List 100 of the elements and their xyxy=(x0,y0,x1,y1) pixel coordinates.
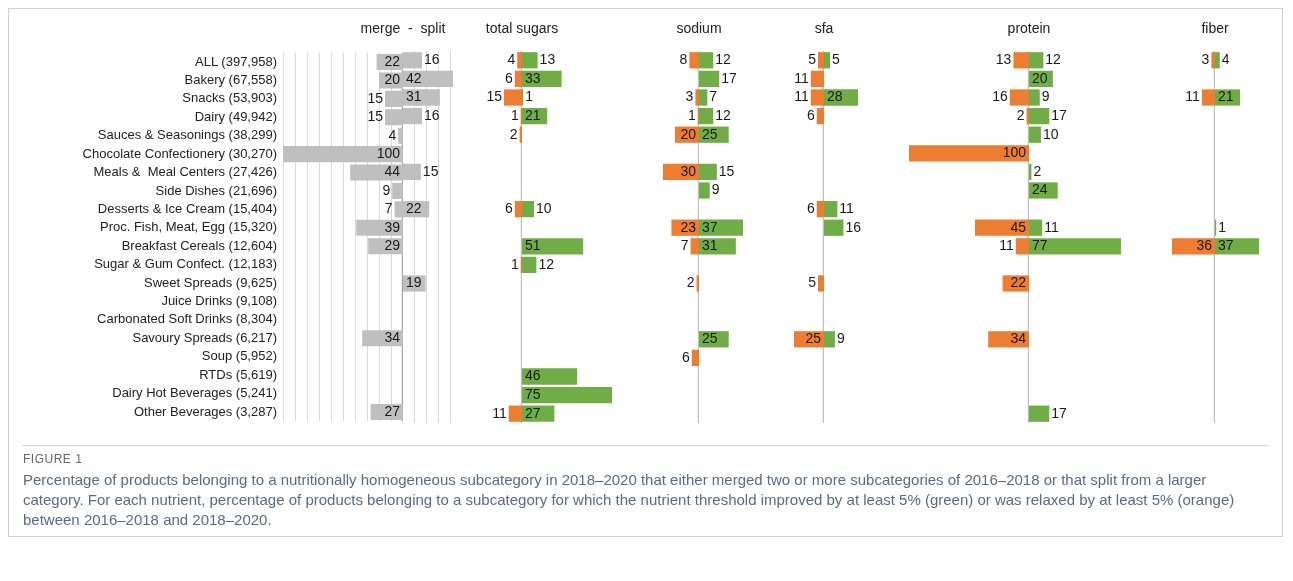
data-label: 21 xyxy=(525,106,541,123)
data-label: 4 xyxy=(1221,51,1230,68)
data-label: 11 xyxy=(999,237,1014,254)
data-label: 15 xyxy=(422,162,439,179)
data-label: 77 xyxy=(1032,237,1048,254)
data-label: 16 xyxy=(845,218,862,235)
bar xyxy=(398,127,403,144)
bar xyxy=(392,182,403,199)
data-label: 34 xyxy=(1010,330,1027,347)
data-label: 2 xyxy=(1016,106,1025,123)
data-label: 9 xyxy=(836,330,845,347)
chart-title: sodium xyxy=(676,19,722,37)
data-label: 17 xyxy=(721,69,737,86)
data-label: 7 xyxy=(384,200,393,217)
data-label: 11 xyxy=(839,199,855,216)
bar xyxy=(818,275,824,292)
data-label: 9 xyxy=(382,181,391,198)
data-label: 29 xyxy=(384,237,401,254)
data-label: 7 xyxy=(709,88,718,105)
data-label: 11 xyxy=(1185,88,1201,105)
data-label: 15 xyxy=(367,89,384,106)
data-label: 19 xyxy=(406,274,422,291)
data-label: 22 xyxy=(384,52,401,69)
data-label: 9 xyxy=(711,181,720,198)
data-label: 20 xyxy=(1032,69,1048,86)
bar xyxy=(699,107,714,125)
data-label: 5 xyxy=(832,51,841,68)
y-tick-label: Snacks (53,903) xyxy=(182,90,277,106)
data-label: 15 xyxy=(718,162,735,179)
bar xyxy=(691,349,699,367)
data-label: 6 xyxy=(807,199,815,216)
data-label: 10 xyxy=(1042,125,1059,142)
data-label: 5 xyxy=(808,51,817,68)
data-label: 37 xyxy=(702,218,718,235)
bar xyxy=(522,368,578,385)
data-label: 11 xyxy=(794,69,809,86)
text: Percentage of products belonging to a nutritionally homogeneous subcategory in 2018–2020 that either merged two or more subcategories of 2016–2018 or that split from a larger category. For each nutrient, percentage of products belonging to a subcategory for which the nutrient threshold improved by at least 5% (green) or was relaxed by at least 5% (orange) between 2016–2018 and 2018–2020. xyxy=(23,470,1236,530)
data-label: 27 xyxy=(384,402,401,419)
chart-title: protein xyxy=(1007,19,1051,37)
data-label: 100 xyxy=(376,144,401,161)
data-label: 15 xyxy=(367,108,384,125)
data-label: 1 xyxy=(1218,218,1227,235)
chart-title: sfa xyxy=(814,19,834,37)
bar xyxy=(504,89,522,106)
bar xyxy=(699,182,710,199)
y-tick-label: Carbonated Soft Drinks (8,304) xyxy=(97,311,277,327)
data-label: 28 xyxy=(827,88,843,105)
data-label: 12 xyxy=(1045,51,1062,68)
y-tick-label: Juice Drinks (9,108) xyxy=(161,293,277,309)
data-label: 20 xyxy=(680,125,697,142)
data-label: 22 xyxy=(406,199,422,216)
data-label: 42 xyxy=(406,69,422,86)
bar xyxy=(816,107,824,125)
chart-title: fiber xyxy=(1201,19,1229,37)
data-label: 4 xyxy=(507,51,516,68)
data-label: 11 xyxy=(1044,218,1059,235)
data-label: 37 xyxy=(1218,237,1234,254)
data-label: 16 xyxy=(424,51,440,68)
data-label: 9 xyxy=(1041,88,1050,105)
y-tick-label: Dairy (49,942) xyxy=(194,108,277,124)
data-label: 25 xyxy=(702,330,718,347)
bar xyxy=(690,238,699,255)
data-label: 21 xyxy=(1218,88,1234,105)
data-label: 13 xyxy=(539,51,556,68)
data-label: 6 xyxy=(807,106,815,123)
data-label: 1 xyxy=(511,255,519,272)
bar xyxy=(522,238,584,255)
y-tick-label: Sauces & Seasonings (38,299) xyxy=(97,127,277,143)
data-label: 2 xyxy=(686,274,695,291)
y-tick-label: Soup (5,952) xyxy=(201,348,277,364)
data-label: 15 xyxy=(486,88,503,105)
data-label: 12 xyxy=(538,255,555,272)
data-label: 6 xyxy=(505,199,513,216)
data-label: 8 xyxy=(679,51,688,68)
data-label: 25 xyxy=(702,125,718,142)
data-label: 44 xyxy=(384,163,401,180)
bar xyxy=(1029,126,1041,143)
bar xyxy=(810,70,824,88)
data-label: 1 xyxy=(688,106,696,123)
y-tick-label: Chocolate Confectionery (30,270) xyxy=(82,145,277,161)
bar xyxy=(522,256,537,274)
data-label: 20 xyxy=(384,71,401,88)
data-label: 31 xyxy=(406,88,422,105)
data-label: 100 xyxy=(1002,144,1027,161)
bar xyxy=(909,145,1029,162)
data-label: 39 xyxy=(384,218,401,235)
y-tick-label: ALL (397,958) xyxy=(195,53,277,69)
data-label: 34 xyxy=(384,329,401,346)
data-label: 6 xyxy=(505,69,513,86)
data-label: 11 xyxy=(794,88,809,105)
y-tick-label: Dairy Hot Beverages (5,241) xyxy=(112,385,277,401)
data-label: 3 xyxy=(685,88,694,105)
bar xyxy=(283,146,403,163)
y-tick-label: RTDs (5,619) xyxy=(199,366,277,382)
data-label: 2 xyxy=(509,125,518,142)
bar xyxy=(1029,219,1043,236)
data-label: 30 xyxy=(680,162,697,179)
y-tick-label: Breakfast Cereals (12,604) xyxy=(121,237,277,253)
data-label: 1 xyxy=(525,88,534,105)
data-label: 6 xyxy=(682,348,690,365)
